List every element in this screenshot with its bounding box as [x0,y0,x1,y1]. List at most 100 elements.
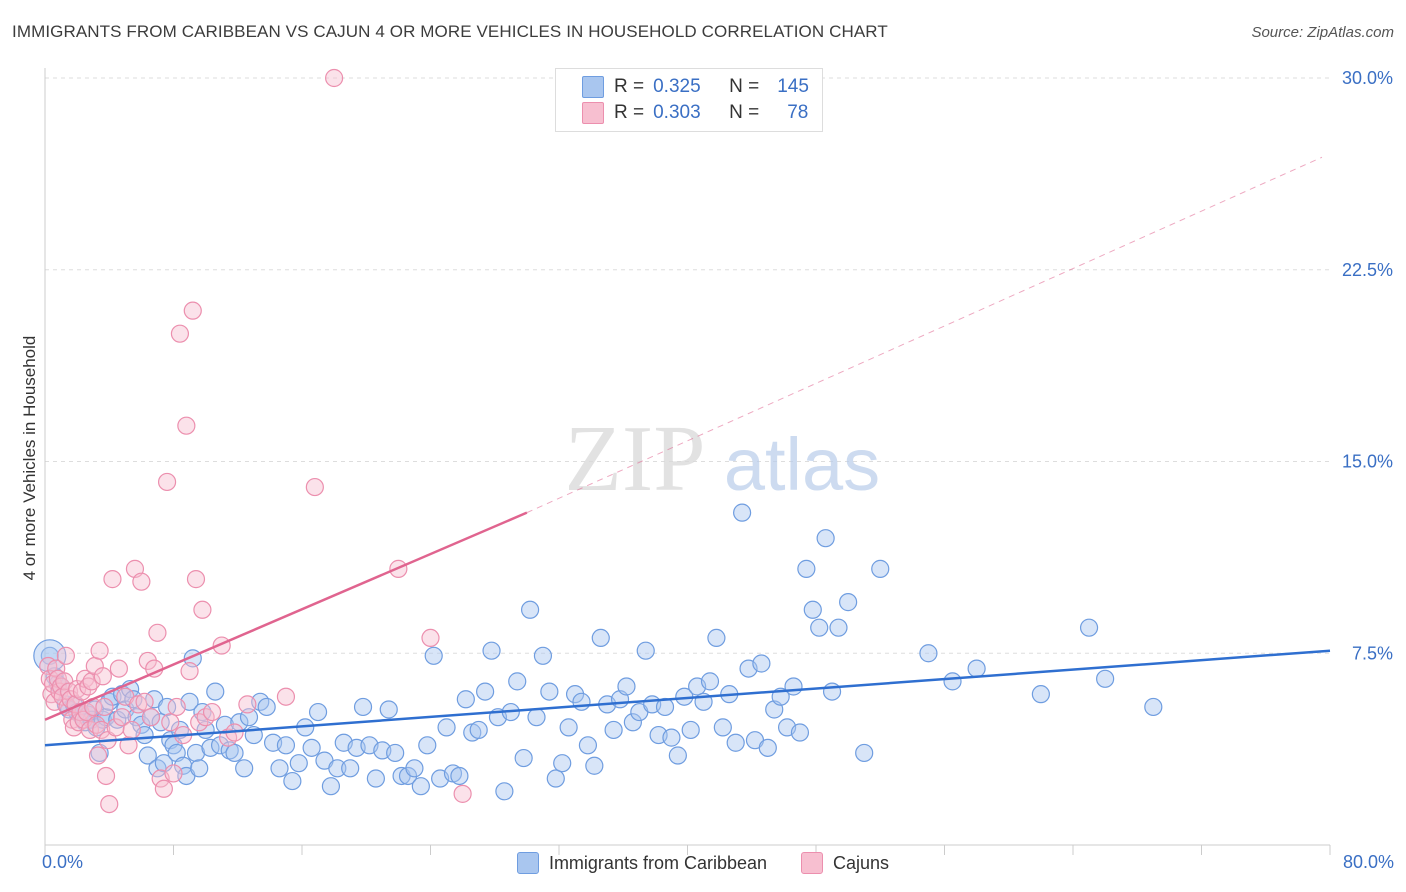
caribbean-point [225,743,244,763]
cajun-point [56,646,75,665]
caribbean-point [623,713,642,732]
caribbean-point [328,759,347,778]
caribbean-point [289,754,308,773]
caribbean-point [572,692,591,711]
cajun-trend-extension [526,156,1323,514]
caribbean-point [495,782,514,801]
caribbean-point [386,743,405,763]
cajun-point [238,695,257,714]
caribbean-point [138,746,157,765]
caribbean-point [1144,697,1163,717]
caribbean-point [790,723,810,742]
y-tick-label: 22.5% [1342,260,1393,280]
r-value: 0.325 [653,76,701,97]
trend-lines [44,156,1331,747]
cajun-point [193,600,212,619]
caribbean-point [871,559,890,578]
caribbean-point [943,672,962,691]
n-value: 78 [787,102,809,123]
cajun-point [122,720,141,740]
cajun-point [453,784,472,803]
caribbean-point [527,708,546,727]
caribbean-point [919,644,938,663]
caribbean-point [636,641,655,660]
caribbean-point [617,677,636,696]
caribbean-point [379,700,398,719]
gridlines [45,77,1330,654]
watermark-atlas: atlas [724,423,880,506]
cajun-point [96,766,116,786]
caribbean-point [662,728,681,747]
caribbean-point [604,720,623,740]
caribbean-point [514,748,533,768]
caribbean-point [151,713,170,732]
caribbean-point [967,659,986,678]
cajun-point [421,628,440,648]
chart-title: IMMIGRANTS FROM CARIBBEAN VS CAJUN 4 OR … [12,22,888,41]
caribbean-point [353,697,373,717]
caribbean-point [810,618,829,637]
cajun-point [154,779,173,798]
legend-item-caribbean[interactable]: Immigrants from Caribbean [516,852,768,874]
legend-label-cajun: Cajuns [833,852,890,873]
caribbean-point [752,654,771,673]
r-value: 0.303 [653,102,701,123]
caribbean-point [257,697,276,717]
r-label: R = [614,76,645,97]
caribbean-point [405,759,424,778]
series-cajun-points [39,68,472,814]
cajun-point [183,301,202,320]
legend-label-caribbean: Immigrants from Caribbean [548,852,768,873]
caribbean-point [476,682,495,701]
source-label: Source: ZipAtlas.com [1251,24,1394,41]
caribbean-point [206,682,225,701]
caribbean-point [713,718,732,737]
cajun-point [135,692,154,711]
caribbean-point [418,736,437,755]
caribbean-point [366,769,385,788]
caribbean-point [193,702,212,722]
cajun-point [119,736,138,755]
caribbean-point [482,641,501,660]
caribbean-point [784,677,803,696]
caribbean-point [308,702,328,722]
caribbean-point [302,738,321,757]
x-tick-max: 80.0% [1342,852,1394,872]
caribbean-point [190,759,209,778]
caribbean-point [186,743,206,763]
cajun-point [79,677,98,696]
caribbean-point [591,628,610,648]
cajun-point [82,672,101,691]
caribbean-point [341,759,360,778]
cajun-swatch [801,852,824,874]
caribbean-point [546,769,565,788]
cajun-point [88,746,108,765]
cajun-point [93,667,112,686]
watermark-zip: ZIP [565,407,706,511]
n-label: N = [729,102,760,123]
legend-item-cajun[interactable]: Cajuns [801,852,889,874]
caribbean-point [816,529,835,548]
series-legend: Immigrants from Caribbean Cajuns [0,852,1406,874]
caribbean-point [520,600,540,619]
caribbean-point [855,743,874,763]
y-tick-labels: 7.5% 15.0% 22.5% 30.0% [1342,68,1393,663]
cajun-point [87,715,106,734]
caribbean-swatch [516,852,539,874]
caribbean-point [839,593,858,612]
cajun-point [202,702,222,722]
cajun-point [157,472,177,492]
series-caribbean-points [33,503,1163,801]
caribbean-point [157,697,177,717]
caribbean-point [1079,618,1099,637]
cajun-point [132,572,151,591]
cajun-point [170,324,190,343]
caribbean-point [758,738,777,757]
n-label: N = [729,76,760,97]
cajun-point [167,697,186,717]
caribbean-trend-line [44,649,1331,747]
caribbean-point [321,777,341,796]
caribbean-point [437,718,456,737]
cajun-point [177,416,196,435]
